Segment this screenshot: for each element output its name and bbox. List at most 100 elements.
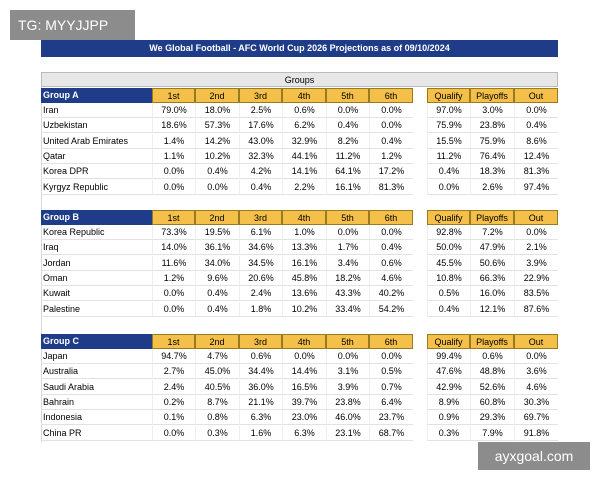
value-cell: 4.6% bbox=[369, 270, 413, 286]
value-cell: 94.7% bbox=[152, 349, 195, 364]
value-cell: 2.7% bbox=[152, 364, 195, 380]
value-cell: 10.8% bbox=[427, 270, 470, 286]
column-header: 3rd bbox=[239, 88, 282, 103]
value-cell: 12.4% bbox=[514, 148, 558, 164]
value-cell: 48.8% bbox=[470, 364, 514, 380]
column-header: 1st bbox=[152, 334, 195, 349]
column-header: 2nd bbox=[195, 88, 239, 103]
value-cell: 4.2% bbox=[239, 164, 282, 180]
value-cell: 99.4% bbox=[427, 349, 470, 364]
value-cell: 0.4% bbox=[514, 118, 558, 134]
value-cell: 47.6% bbox=[427, 364, 470, 380]
value-cell: 0.5% bbox=[369, 364, 413, 380]
value-cell: 3.1% bbox=[326, 364, 369, 380]
value-cell: 16.5% bbox=[282, 379, 326, 395]
value-cell: 6.1% bbox=[239, 225, 282, 240]
value-cell: 29.3% bbox=[470, 410, 514, 426]
value-cell: 16.0% bbox=[470, 286, 514, 302]
value-cell: 0.4% bbox=[326, 118, 369, 134]
value-cell: 7.9% bbox=[470, 425, 514, 441]
value-cell: 13.3% bbox=[282, 240, 326, 256]
team-name: Saudi Arabia bbox=[41, 380, 152, 395]
value-cell: 0.0% bbox=[326, 103, 369, 118]
value-cell: 0.4% bbox=[195, 164, 239, 180]
value-cell: 14.0% bbox=[152, 240, 195, 256]
value-cell: 73.3% bbox=[152, 225, 195, 240]
value-cell: 69.7% bbox=[514, 410, 558, 426]
value-cell: 34.0% bbox=[195, 255, 239, 271]
value-cell: 81.3% bbox=[369, 179, 413, 195]
value-cell: 2.2% bbox=[282, 179, 326, 195]
value-cell: 1.8% bbox=[239, 301, 282, 317]
value-cell: 3.4% bbox=[326, 255, 369, 271]
value-cell: 6.4% bbox=[369, 394, 413, 410]
value-cell: 83.5% bbox=[514, 286, 558, 302]
value-cell: 0.6% bbox=[369, 255, 413, 271]
value-cell: 23.0% bbox=[282, 410, 326, 426]
value-cell: 0.7% bbox=[369, 379, 413, 395]
sheet bbox=[41, 72, 558, 442]
value-cell: 36.1% bbox=[195, 240, 239, 256]
value-cell: 3.6% bbox=[514, 364, 558, 380]
value-cell: 2.4% bbox=[239, 286, 282, 302]
value-cell: 11.2% bbox=[427, 148, 470, 164]
value-cell: 54.2% bbox=[369, 301, 413, 317]
value-cell: 87.6% bbox=[514, 301, 558, 317]
value-cell: 9.6% bbox=[195, 270, 239, 286]
group-name: Group C bbox=[41, 334, 152, 349]
value-cell: 6.3% bbox=[282, 425, 326, 441]
value-cell: 0.0% bbox=[152, 425, 195, 441]
value-cell: 3.9% bbox=[326, 379, 369, 395]
value-cell: 91.8% bbox=[514, 425, 558, 441]
value-cell: 18.0% bbox=[195, 103, 239, 118]
value-cell: 50.0% bbox=[427, 240, 470, 256]
value-cell: 1.2% bbox=[369, 148, 413, 164]
value-cell: 23.7% bbox=[369, 410, 413, 426]
value-cell: 16.1% bbox=[282, 255, 326, 271]
team-name: Korea DPR bbox=[41, 164, 152, 180]
value-cell: 1.4% bbox=[152, 133, 195, 149]
value-cell: 34.4% bbox=[239, 364, 282, 380]
column-header: Playoffs bbox=[470, 88, 514, 103]
value-cell: 0.4% bbox=[239, 179, 282, 195]
title: We Global Football - AFC World Cup 2026 … bbox=[41, 40, 558, 57]
value-cell: 18.3% bbox=[470, 164, 514, 180]
value-cell: 0.1% bbox=[152, 410, 195, 426]
value-cell: 0.0% bbox=[514, 225, 558, 240]
column-header: 5th bbox=[326, 88, 369, 103]
column-header: Playoffs bbox=[470, 334, 514, 349]
column-header: 6th bbox=[369, 210, 413, 225]
value-cell: 75.9% bbox=[427, 118, 470, 134]
value-cell: 14.2% bbox=[195, 133, 239, 149]
team-name: United Arab Emirates bbox=[41, 134, 152, 149]
value-cell: 0.6% bbox=[239, 349, 282, 364]
column-header: 5th bbox=[326, 334, 369, 349]
value-cell: 19.5% bbox=[195, 225, 239, 240]
team-name: Oman bbox=[41, 271, 152, 286]
value-cell: 1.0% bbox=[282, 225, 326, 240]
value-cell: 0.4% bbox=[427, 164, 470, 180]
column-header: 6th bbox=[369, 334, 413, 349]
team-name: Iran bbox=[41, 103, 152, 118]
team-name: Korea Republic bbox=[41, 225, 152, 240]
value-cell: 11.6% bbox=[152, 255, 195, 271]
groups-header: Groups bbox=[41, 72, 558, 87]
value-cell: 7.2% bbox=[470, 225, 514, 240]
value-cell: 47.9% bbox=[470, 240, 514, 256]
value-cell: 8.2% bbox=[326, 133, 369, 149]
column-header: Qualify bbox=[427, 334, 470, 349]
value-cell: 0.0% bbox=[369, 103, 413, 118]
value-cell: 3.0% bbox=[470, 103, 514, 118]
value-cell: 0.0% bbox=[427, 179, 470, 195]
value-cell: 50.6% bbox=[470, 255, 514, 271]
value-cell: 1.7% bbox=[326, 240, 369, 256]
column-header: 1st bbox=[152, 210, 195, 225]
value-cell: 21.1% bbox=[239, 394, 282, 410]
value-cell: 0.0% bbox=[326, 225, 369, 240]
value-cell: 0.0% bbox=[152, 179, 195, 195]
value-cell: 0.6% bbox=[470, 349, 514, 364]
value-cell: 75.9% bbox=[470, 133, 514, 149]
value-cell: 45.0% bbox=[195, 364, 239, 380]
value-cell: 0.0% bbox=[369, 118, 413, 134]
